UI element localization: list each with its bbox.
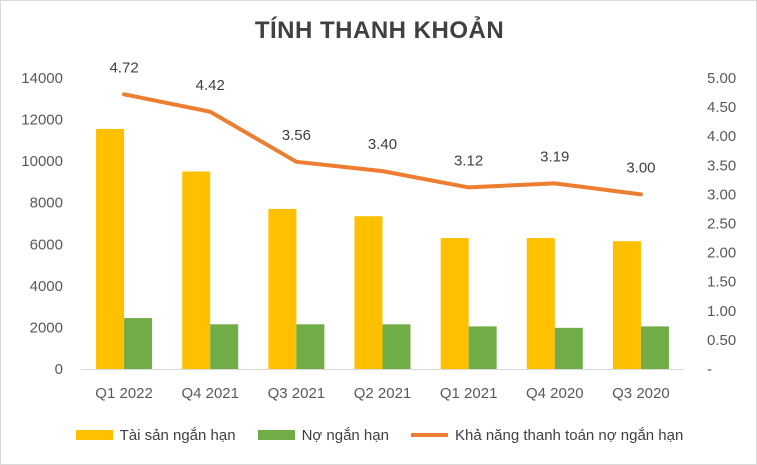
legend-item-current-liabilities: Nợ ngắn hạn bbox=[257, 426, 389, 444]
bar-current-liabilities bbox=[296, 324, 325, 369]
data-label-current-ratio: 3.40 bbox=[368, 136, 397, 153]
chart-legend: Tài sản ngắn hạn Nợ ngắn hạn Khả năng th… bbox=[1, 425, 757, 445]
chart-plot: 0 2000 4000 6000 8000 10000 12000 14000 - 0.50 1.0… bbox=[21, 59, 736, 402]
y-right-tick-label: 3.50 bbox=[707, 157, 736, 174]
bar-current-liabilities bbox=[382, 324, 411, 369]
data-label-current-ratio: 3.00 bbox=[626, 159, 655, 176]
y-left-tick-label: 12000 bbox=[21, 112, 63, 129]
y-right-tick-label: 2.00 bbox=[707, 245, 736, 262]
legend-item-current-ratio: Khả năng thanh toán nợ ngắn hạn bbox=[410, 426, 684, 444]
bar-current-liabilities bbox=[554, 327, 583, 369]
line-current-ratio bbox=[122, 92, 643, 197]
bar-current-liabilities bbox=[468, 326, 497, 369]
bar-current-assets bbox=[268, 208, 297, 369]
y-right-tick-label: 4.50 bbox=[707, 99, 736, 116]
data-label-current-ratio: 3.56 bbox=[282, 127, 311, 144]
y-right-tick-label: 5.00 bbox=[707, 70, 736, 87]
x-tick-label: Q1 2022 bbox=[95, 385, 153, 402]
bar-current-assets bbox=[526, 238, 555, 369]
y-left-tick-label: 8000 bbox=[30, 195, 63, 212]
legend-swatch-current-liabilities bbox=[257, 430, 295, 440]
x-tick-label: Q4 2021 bbox=[181, 385, 239, 402]
bar-current-assets bbox=[96, 128, 125, 369]
y-right-tick-label: 1.50 bbox=[707, 274, 736, 291]
y-left-tick-label: 10000 bbox=[21, 153, 63, 170]
x-tick-label: Q1 2021 bbox=[440, 385, 498, 402]
y-left-tick-label: 0 bbox=[55, 361, 63, 378]
data-label-current-ratio: 3.12 bbox=[454, 152, 483, 169]
bar-current-assets bbox=[612, 241, 641, 369]
data-label-current-ratio: 4.72 bbox=[109, 59, 138, 76]
y-left-tick-label: 6000 bbox=[30, 236, 63, 253]
y-right-tick-label: 4.00 bbox=[707, 128, 736, 145]
bar-current-assets bbox=[182, 171, 211, 369]
legend-swatch-current-assets bbox=[75, 430, 113, 440]
y-right-tick-label: 3.00 bbox=[707, 186, 736, 203]
x-tick-label: Q3 2020 bbox=[612, 385, 670, 402]
y-left-tick-label: 4000 bbox=[30, 278, 63, 295]
legend-label-current-liabilities: Nợ ngắn hạn bbox=[301, 426, 389, 444]
bar-current-assets bbox=[354, 216, 383, 369]
x-tick-label: Q2 2021 bbox=[354, 385, 412, 402]
legend-swatch-current-ratio bbox=[410, 433, 448, 437]
chart-title: TÍNH THANH KHOẢN bbox=[254, 17, 505, 44]
legend-label-current-assets: Tài sản ngắn hạn bbox=[119, 426, 236, 444]
y-right-tick-label: 0.50 bbox=[707, 332, 736, 349]
bar-current-liabilities bbox=[124, 318, 153, 369]
bar-current-assets bbox=[440, 238, 469, 369]
x-tick-label: Q4 2020 bbox=[526, 385, 584, 402]
bar-current-liabilities bbox=[210, 324, 239, 369]
y-right-tick-label: - bbox=[707, 361, 712, 378]
legend-item-current-assets: Tài sản ngắn hạn bbox=[75, 426, 236, 444]
data-label-current-ratio: 4.42 bbox=[196, 77, 225, 94]
y-right-tick-label: 2.50 bbox=[707, 216, 736, 233]
y-left-tick-label: 14000 bbox=[21, 70, 63, 87]
y-left-tick-label: 2000 bbox=[30, 319, 63, 336]
data-label-current-ratio: 3.19 bbox=[540, 148, 569, 165]
legend-label-current-ratio: Khả năng thanh toán nợ ngắn hạn bbox=[454, 426, 684, 444]
y-right-tick-label: 1.00 bbox=[707, 303, 736, 320]
bar-current-liabilities bbox=[640, 326, 669, 369]
x-tick-label: Q3 2021 bbox=[268, 385, 326, 402]
